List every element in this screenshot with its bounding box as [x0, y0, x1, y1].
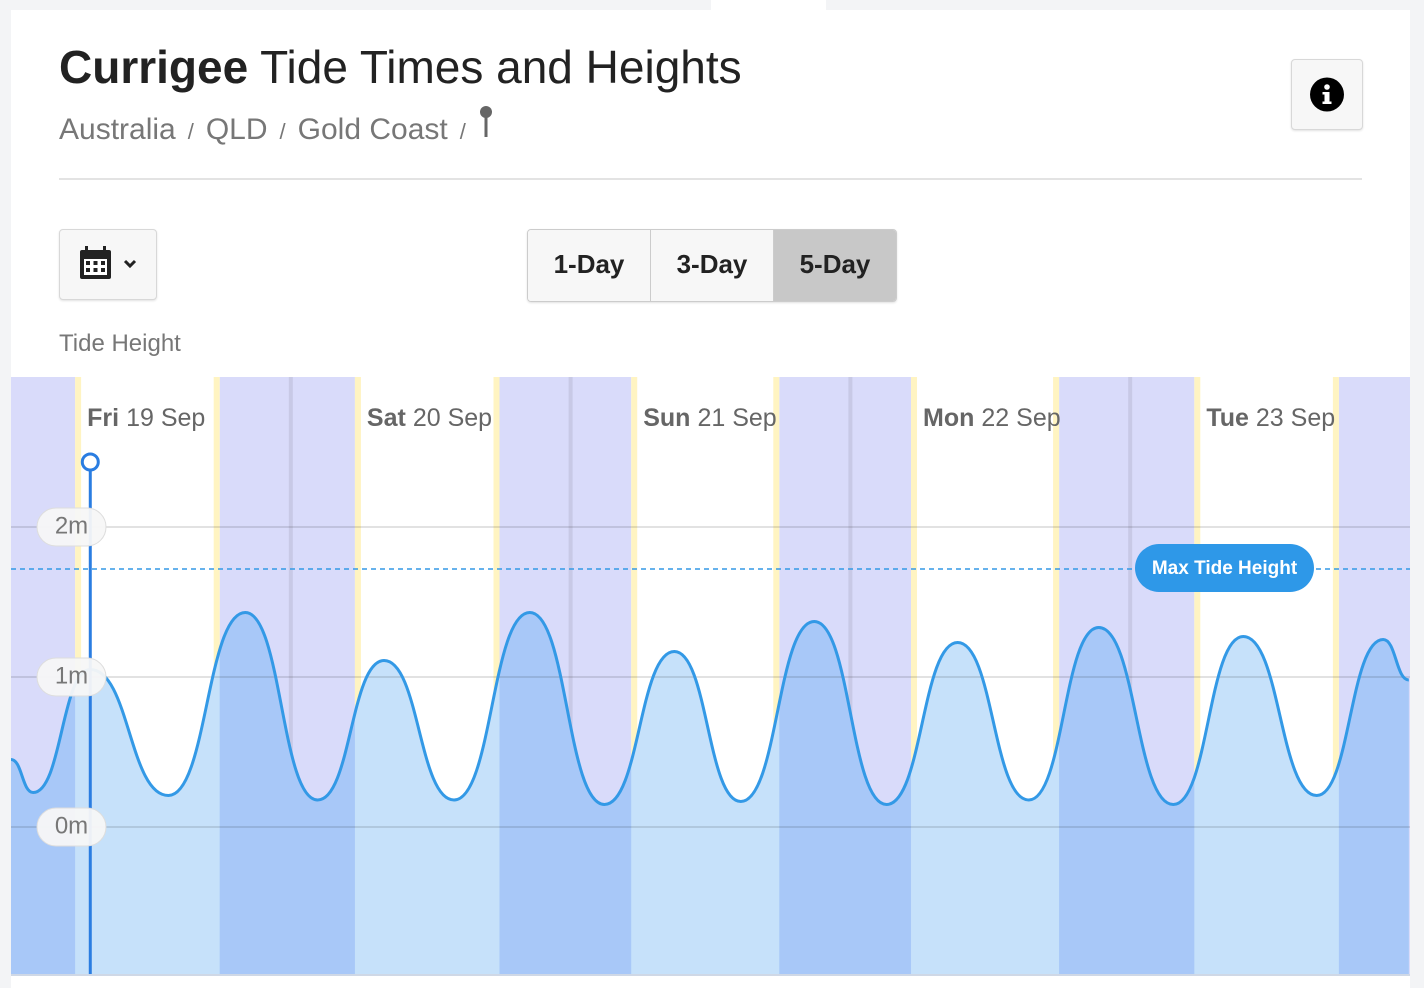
- range-tab[interactable]: 1-Day: [528, 230, 651, 301]
- title-text: Tide Times and Heights: [260, 41, 742, 93]
- calendar-icon: [80, 246, 137, 279]
- max-tide-label: Max Tide Height: [1152, 558, 1298, 579]
- range-tabs: 1-Day 3-Day 5-Day: [527, 229, 897, 302]
- sunrise-strip: [1194, 377, 1201, 975]
- date: 19 Sep: [126, 404, 205, 432]
- breadcrumb[interactable]: QLD: [205, 113, 268, 146]
- divider: [59, 178, 1362, 180]
- date: 23 Sep: [1256, 404, 1335, 432]
- calendar-button[interactable]: [59, 229, 157, 300]
- y-axis-label: Tide Height: [59, 330, 181, 357]
- weekday: Sun: [643, 404, 690, 432]
- date: 21 Sep: [697, 404, 776, 432]
- breadcrumb[interactable]: Australia: [59, 113, 176, 146]
- y-tick-label: 2m: [55, 512, 88, 539]
- sunset-strip: [1053, 377, 1060, 975]
- breadcrumb-separator: /: [187, 119, 194, 144]
- day-label: Fri 19 Sep: [87, 404, 205, 432]
- breadcrumb-separator: /: [459, 119, 466, 144]
- info-button[interactable]: [1291, 59, 1363, 130]
- date: 22 Sep: [981, 404, 1060, 432]
- sunset-strip: [1332, 377, 1339, 975]
- midnight-line: [568, 377, 573, 975]
- breadcrumbs: Australia / QLD / Gold Coast /: [59, 105, 494, 147]
- range-tab[interactable]: 3-Day: [651, 230, 774, 301]
- pin-icon: [479, 106, 492, 137]
- sunrise-strip: [354, 377, 361, 975]
- weekday: Fri: [87, 404, 119, 432]
- page-title: Currigee Tide Times and Heights: [59, 40, 742, 94]
- weekday: Tue: [1206, 404, 1249, 432]
- tide-line: [10, 610, 1410, 807]
- sunset-strip: [493, 377, 500, 975]
- breadcrumb[interactable]: Gold Coast: [297, 113, 448, 146]
- weekday: Mon: [923, 404, 974, 432]
- location-name: Currigee: [59, 41, 249, 93]
- sunrise-strip: [911, 377, 918, 975]
- tab-notch: [711, 0, 826, 10]
- now-handle: [80, 452, 100, 472]
- sunset-strip: [773, 377, 780, 975]
- sunrise-strip: [631, 377, 638, 975]
- midnight-line: [288, 377, 293, 975]
- range-tab[interactable]: 5-Day: [774, 230, 896, 301]
- max-tide-pill: [1135, 544, 1314, 592]
- y-tick-pill: [36, 657, 107, 697]
- day-label: Sun 21 Sep: [643, 404, 776, 432]
- date: 20 Sep: [413, 404, 492, 432]
- day-label: Sat 20 Sep: [367, 404, 492, 432]
- y-tick-label: 0m: [55, 812, 88, 839]
- info-icon: [1310, 77, 1344, 112]
- day-label: Mon 22 Sep: [923, 404, 1061, 432]
- breadcrumb-separator: /: [279, 119, 286, 144]
- midnight-line: [848, 377, 853, 975]
- y-tick-label: 1m: [55, 662, 88, 689]
- y-tick-pill: [36, 507, 107, 547]
- weekday: Sat: [367, 404, 407, 432]
- midnight-line: [1128, 377, 1133, 975]
- y-tick-pill: [36, 807, 107, 847]
- day-label: Tue 23 Sep: [1206, 404, 1335, 432]
